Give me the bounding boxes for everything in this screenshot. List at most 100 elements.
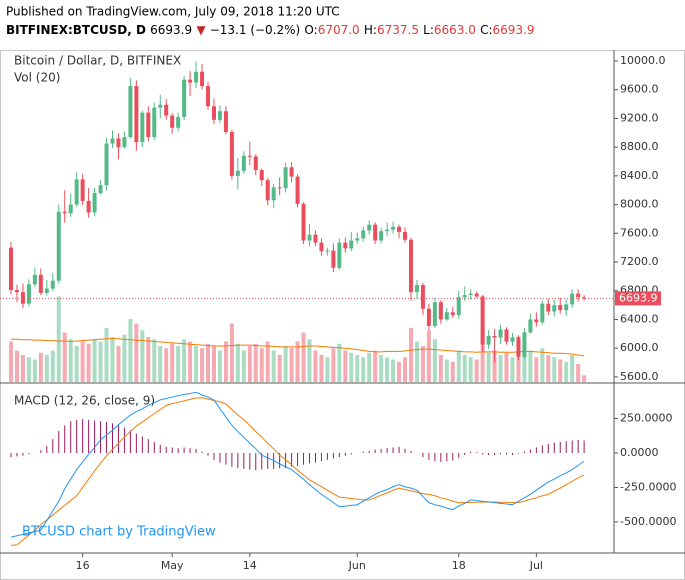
candle-body	[534, 319, 539, 323]
l-value: 6663.0	[434, 23, 476, 37]
candle-body	[391, 226, 396, 230]
y-tick-label: 7200.0	[620, 255, 659, 268]
candle-body	[450, 312, 455, 316]
volume-bar	[570, 355, 575, 382]
volume-bar	[152, 339, 157, 382]
candle-body	[235, 170, 240, 176]
volume-bar	[385, 357, 390, 382]
volume-bar	[462, 355, 467, 382]
volume-bar	[546, 355, 551, 382]
macd-y-tick-label: 0.0000	[620, 446, 659, 459]
arrow: ▼	[196, 23, 206, 37]
candle-body	[176, 116, 181, 128]
volume-bar	[9, 341, 13, 382]
volume-bar	[110, 337, 115, 382]
volume-bar	[486, 352, 491, 382]
volume-bar	[552, 357, 557, 382]
candle-body	[122, 137, 127, 148]
candle-body	[211, 106, 216, 120]
candle-body	[92, 193, 97, 213]
volume-bar	[564, 361, 569, 382]
l-label: L:	[423, 23, 434, 37]
volume-bar	[349, 352, 354, 382]
x-tick-label: 14	[243, 559, 257, 572]
candle-body	[206, 86, 211, 107]
candle-body	[44, 288, 49, 293]
volume-bar	[319, 355, 324, 382]
volume-bar	[134, 323, 139, 382]
published-line: Published on TradingView.com, July 09, 2…	[6, 5, 340, 19]
candle-body	[146, 112, 151, 138]
candle-body	[104, 143, 109, 186]
candle-body	[379, 231, 384, 241]
volume-bar	[492, 350, 497, 382]
candle-body	[444, 312, 449, 320]
volume-bar	[146, 337, 151, 382]
volume-bar	[50, 350, 55, 382]
volume-bar	[403, 357, 408, 382]
candle-body	[349, 240, 354, 249]
candle-body	[474, 293, 479, 297]
x-tick-label: 18	[452, 559, 466, 572]
y-tick-label: 8000.0	[620, 198, 659, 211]
candle-body	[301, 203, 306, 241]
candle-body	[265, 180, 270, 201]
candle-body	[200, 71, 205, 87]
candle-body	[68, 204, 73, 214]
candle-body	[98, 185, 103, 194]
candle-body	[343, 242, 348, 249]
volume-bar	[408, 328, 413, 382]
candle-body	[170, 115, 175, 128]
x-tick-label: 16	[76, 559, 90, 572]
volume-bar	[200, 348, 205, 382]
volume-bar	[223, 341, 228, 382]
o-label: O:	[304, 23, 317, 37]
candle-body	[367, 224, 372, 231]
volume-bar	[295, 341, 300, 382]
volume-bar	[20, 355, 25, 382]
candle-body	[570, 293, 575, 305]
volume-bar	[534, 357, 539, 382]
candle-body	[217, 111, 222, 120]
o-value: 6707.0	[318, 23, 360, 37]
volume-bar	[498, 355, 503, 382]
macd-y-tick-label: -250.0000	[620, 480, 676, 493]
volume-ma-line	[11, 338, 585, 357]
candle-body	[86, 200, 91, 213]
candle-body	[462, 295, 467, 298]
candle-body	[134, 86, 139, 143]
volume-bar	[86, 343, 91, 382]
volume-bar	[313, 350, 318, 382]
volume-bar	[367, 352, 372, 382]
volume-bar	[432, 339, 437, 382]
volume-bar	[253, 343, 258, 382]
candle-body	[355, 238, 360, 241]
candle-body	[337, 242, 342, 268]
candle-body	[397, 226, 402, 232]
volume-bar	[456, 350, 461, 382]
candle-body	[558, 305, 563, 311]
y-tick-label: 8800.0	[620, 140, 659, 153]
y-tick-label: 10000.0	[620, 54, 666, 67]
volume-bar	[74, 346, 79, 382]
candle-body	[420, 284, 425, 309]
y-tick-label: 6400.0	[620, 312, 659, 325]
candle-body	[319, 242, 324, 252]
candle-body	[403, 231, 408, 240]
volume-bar	[140, 330, 145, 382]
candle-body	[385, 229, 390, 232]
candle-body	[140, 112, 145, 143]
volume-bar	[217, 350, 222, 382]
macd-y-tick-label: 250.0000	[620, 411, 673, 424]
candle-body	[540, 303, 545, 323]
volume-bar	[504, 352, 509, 382]
volume-bar	[116, 346, 121, 382]
macd-label: MACD (12, 26, close, 9)	[14, 394, 155, 408]
volume-bar	[397, 361, 402, 382]
candle-body	[62, 211, 67, 214]
volume-bar	[98, 341, 103, 382]
x-tick-label: Jul	[529, 559, 543, 572]
watermark: BTCUSD chart by TradingView	[22, 525, 216, 540]
volume-bar	[265, 341, 270, 382]
y-tick-label: 6000.0	[620, 341, 659, 354]
